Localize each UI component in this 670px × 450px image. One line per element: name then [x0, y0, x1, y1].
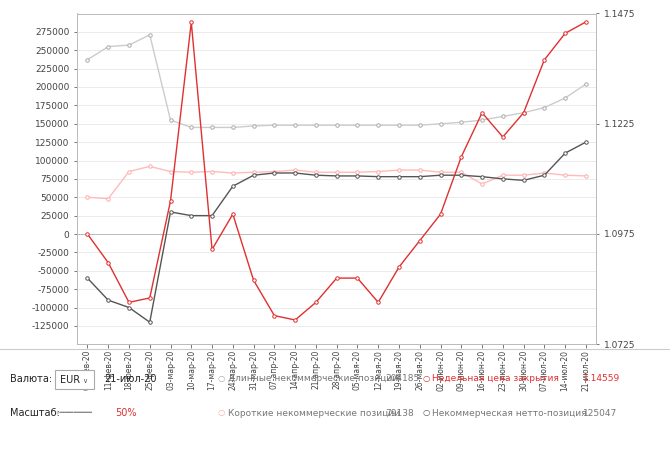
- Text: 50%: 50%: [115, 408, 137, 418]
- Text: ○: ○: [422, 408, 429, 417]
- Text: 21-июл-20: 21-июл-20: [104, 374, 156, 384]
- Text: Недельная цена закрытия: Недельная цена закрытия: [432, 374, 559, 383]
- Text: 204185: 204185: [385, 374, 419, 383]
- Text: 1.14559: 1.14559: [583, 374, 620, 383]
- Text: Некоммерческая нетто-позиция: Некоммерческая нетто-позиция: [432, 409, 587, 418]
- Text: ○: ○: [218, 374, 225, 382]
- FancyBboxPatch shape: [55, 370, 94, 389]
- Text: ○: ○: [218, 408, 225, 417]
- Text: 79138: 79138: [385, 409, 414, 418]
- Text: Валюта:: Валюта:: [10, 374, 52, 384]
- Text: Длинные некоммерческие позиции: Длинные некоммерческие позиции: [228, 374, 398, 383]
- Text: ∨: ∨: [82, 378, 87, 384]
- Text: 125047: 125047: [583, 409, 617, 418]
- Text: Масштаб:: Масштаб:: [10, 408, 60, 418]
- Text: ○: ○: [422, 374, 429, 382]
- Text: ▹━━━━━━━: ▹━━━━━━━: [55, 409, 92, 418]
- Text: EUR: EUR: [60, 375, 80, 385]
- Text: Короткие некоммерческие позиции: Короткие некоммерческие позиции: [228, 409, 400, 418]
